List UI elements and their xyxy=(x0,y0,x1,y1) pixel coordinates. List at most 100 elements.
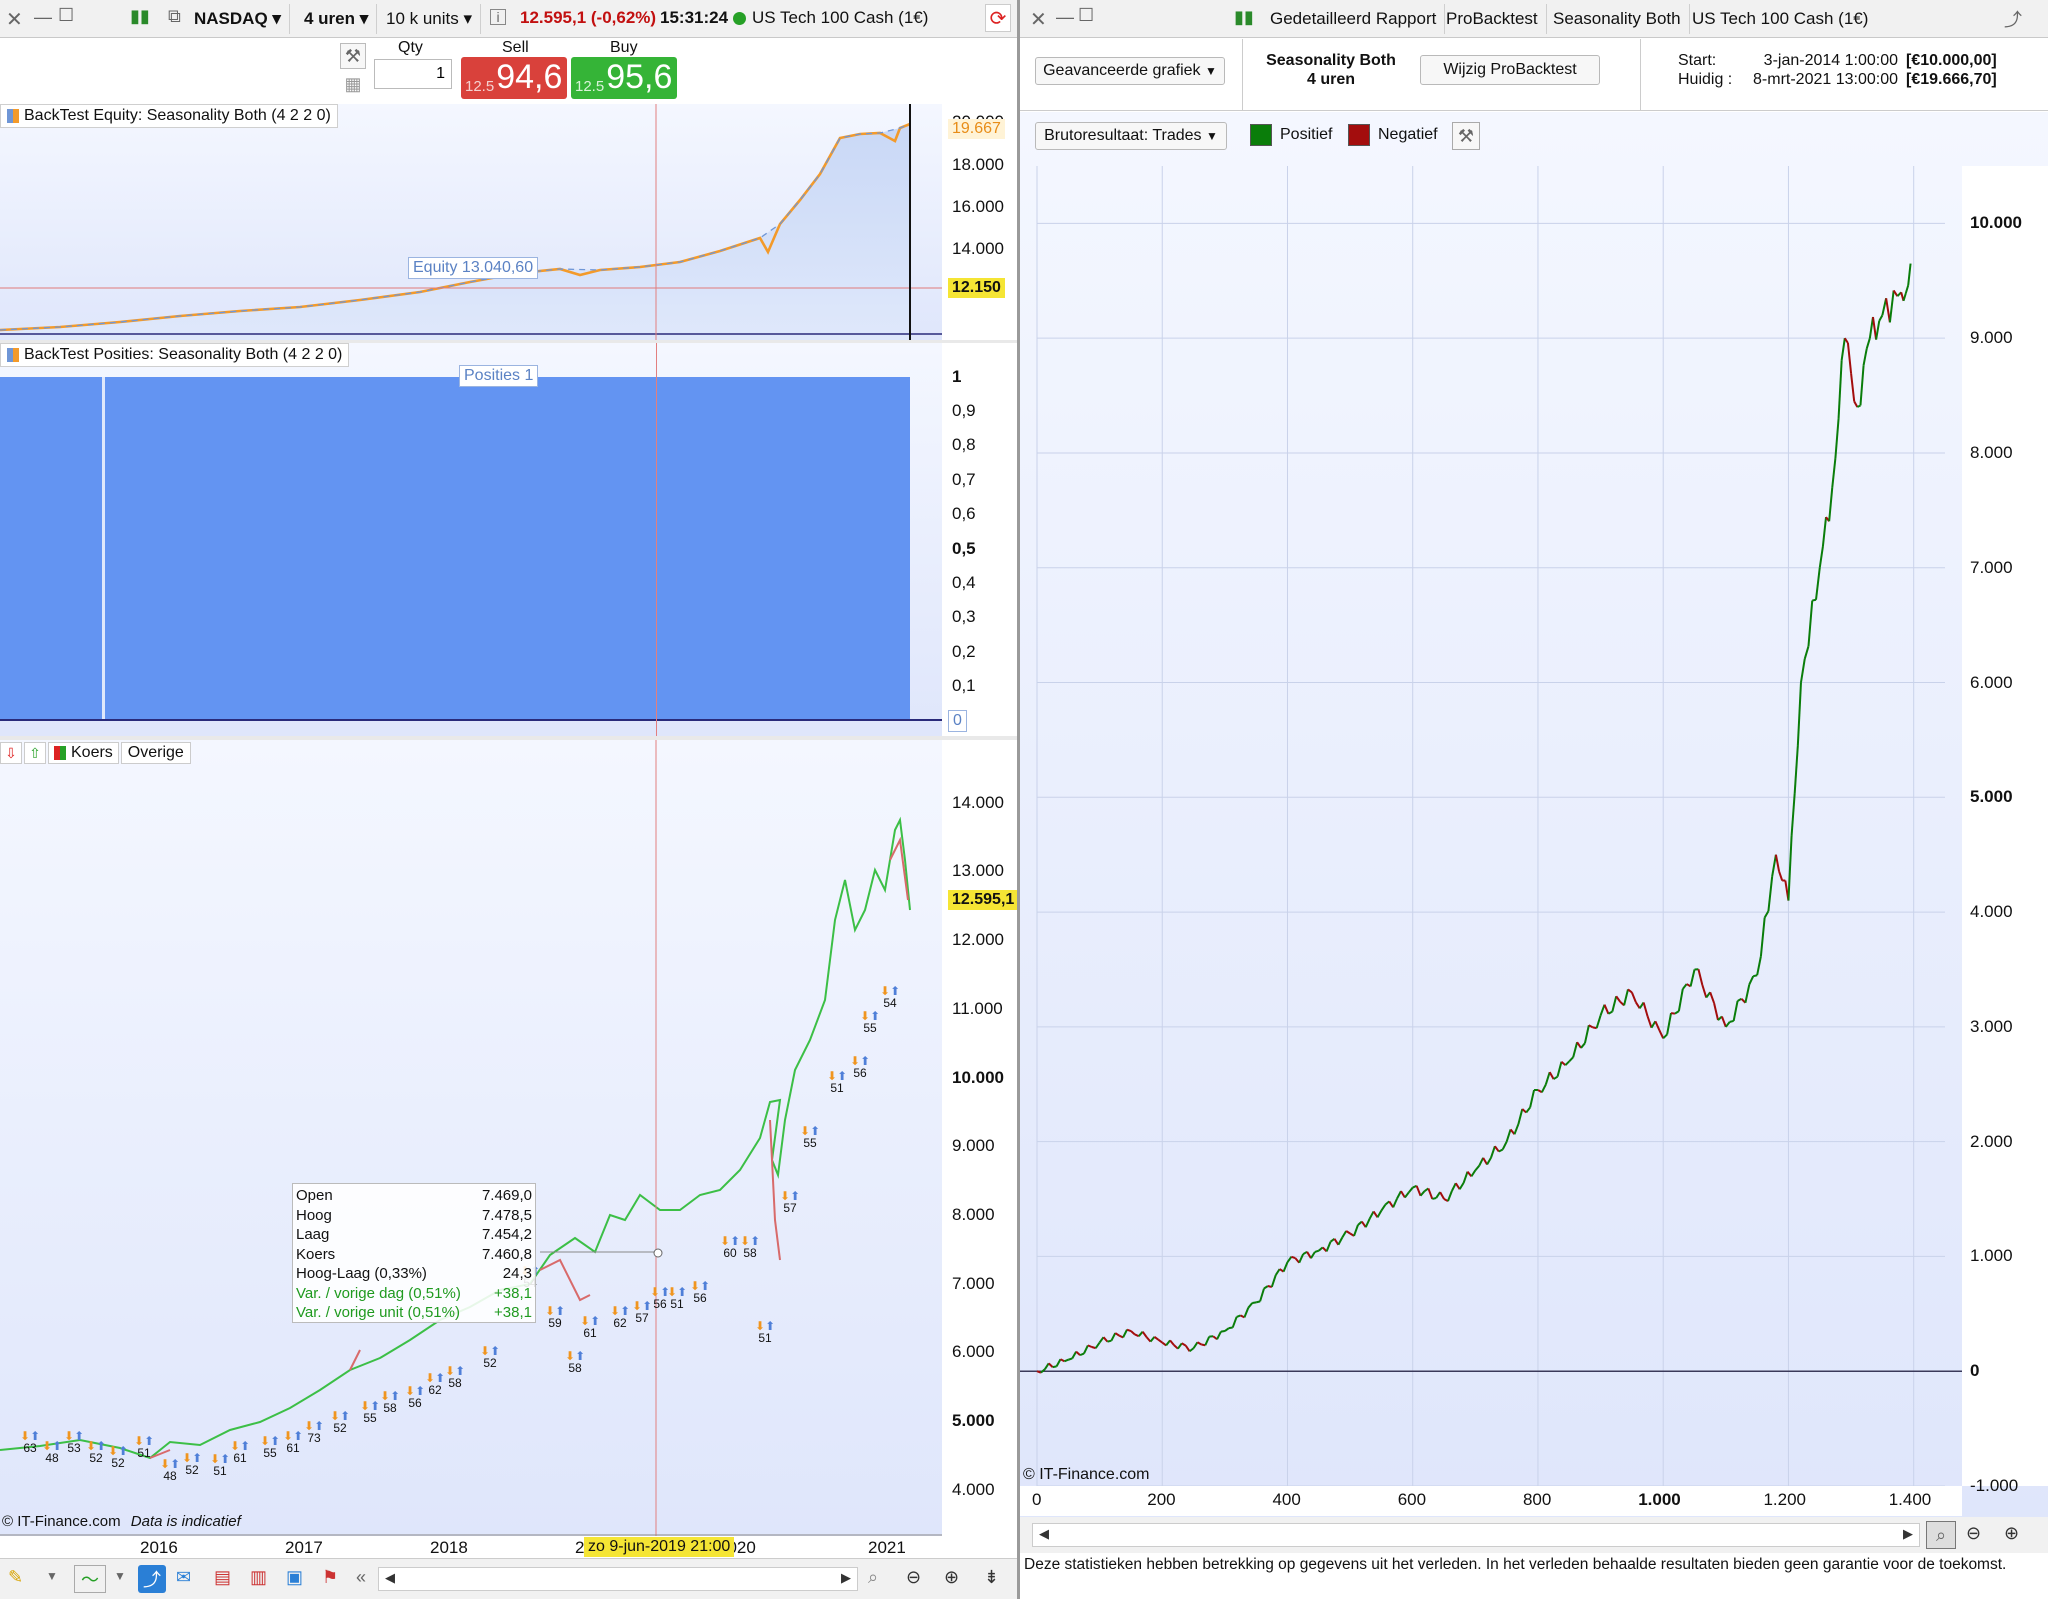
pos-y-label: 0,5 xyxy=(952,539,976,558)
maximize-icon[interactable]: ☐ xyxy=(58,5,75,25)
report-x-label: 1.200 xyxy=(1763,1490,1806,1509)
buy-button[interactable]: 12.5 95,6 xyxy=(571,57,677,99)
positions-panel-title[interactable]: BackTest Posities: Seasonality Both (4 2… xyxy=(0,343,350,367)
tab-detailed-report[interactable]: Gedetailleerd Rapport xyxy=(1262,4,1446,34)
report-y-label: 7.000 xyxy=(1970,557,2013,577)
report-scrollbar[interactable]: ◀ ▶ xyxy=(1032,1523,1920,1547)
series-segment xyxy=(1737,997,1742,1002)
trade-arrows-icon: ⬇⬆ xyxy=(860,1009,881,1023)
result-select[interactable]: Brutoresultaat: Trades ▼ xyxy=(1035,122,1227,150)
link-icon[interactable]: ⧉ xyxy=(168,6,181,26)
tab-probacktest[interactable]: ProBacktest xyxy=(1438,4,1547,34)
zoom-out-icon[interactable]: ⊖ xyxy=(906,1567,922,1587)
trade-label: 73 xyxy=(307,1431,321,1445)
screener-icon[interactable]: ▥ xyxy=(250,1567,268,1587)
series-segment xyxy=(1220,1330,1226,1333)
pos-y-label: 0,1 xyxy=(952,676,976,695)
equity-tag: Equity 13.040,60 xyxy=(408,257,539,279)
minimize-icon[interactable]: — xyxy=(1056,7,1074,27)
series-segment xyxy=(1603,1004,1610,1015)
zoom-reset-icon[interactable]: ⌕ xyxy=(1926,1521,1956,1549)
wrench-icon[interactable]: ⚒ xyxy=(340,43,366,69)
tab-seasonality[interactable]: Seasonality Both xyxy=(1545,4,1690,34)
trade-label: 60 xyxy=(723,1246,737,1260)
scroll-right-arrow-icon[interactable]: ▶ xyxy=(1903,1526,1913,1541)
comment-icon[interactable]: ✉ xyxy=(176,1567,192,1587)
maximize-icon[interactable]: ☐ xyxy=(1078,5,1095,25)
series-segment xyxy=(1274,1268,1281,1276)
time-axis: 2016 2017 2018 2019 2020 2021 zo 9-jun-2… xyxy=(0,1536,1017,1558)
tab-instrument[interactable]: US Tech 100 Cash (1€) xyxy=(1692,9,1869,28)
series-segment xyxy=(1126,1328,1132,1332)
trade-arrows-icon: ⬇⬆ xyxy=(304,1419,325,1433)
series-segment xyxy=(1815,567,1821,600)
series-segment xyxy=(1107,1339,1112,1343)
scroll-right-arrow-icon[interactable]: ▶ xyxy=(841,1570,851,1585)
right-toolbar: ✕ — ☐ ▮▮ Gedetailleerd Rapport ProBackte… xyxy=(1020,0,2048,38)
trade-label: 51 xyxy=(670,1297,684,1311)
chart-type-icon[interactable]: 〜 xyxy=(74,1565,106,1593)
arrow-up-icon[interactable]: ⇧ xyxy=(24,742,46,764)
series-segment xyxy=(1270,1274,1277,1288)
scroll-left-arrow-icon[interactable]: ◀ xyxy=(1039,1526,1049,1541)
zoom-out-icon[interactable]: ⊖ xyxy=(1966,1523,1982,1543)
candles-icon[interactable]: ▮▮ xyxy=(130,6,150,26)
zoom-in-icon[interactable]: ⊕ xyxy=(2004,1523,2020,1543)
trade-arrows-icon: ⬇⬆ xyxy=(632,1299,653,1313)
legend-positive[interactable]: Positief xyxy=(1250,124,1332,146)
trading-icon[interactable]: ⚑ xyxy=(322,1567,339,1587)
equity-panel-title[interactable]: BackTest Equity: Seasonality Both (4 2 2… xyxy=(0,104,338,128)
share-icon[interactable]: ⤴ xyxy=(138,1565,166,1593)
left-scrollbar[interactable]: ◀ ▶ xyxy=(378,1567,858,1591)
pencil-icon[interactable]: ✎ xyxy=(8,1567,24,1587)
info-icon[interactable]: i xyxy=(490,9,506,25)
tab-overige[interactable]: Overige xyxy=(120,742,191,764)
series-segment xyxy=(1793,745,1799,794)
arrow-down-icon[interactable]: ⇩ xyxy=(0,742,22,764)
timeframe-select[interactable]: 4 uren ▾ xyxy=(296,4,378,34)
scroll-left-icon[interactable]: « xyxy=(356,1567,367,1587)
sync-icon[interactable]: ⟳ xyxy=(985,4,1011,32)
qty-input[interactable] xyxy=(374,59,452,89)
minimize-icon[interactable]: — xyxy=(34,7,52,27)
series-segment xyxy=(1165,1339,1171,1347)
backtest-icon[interactable]: ▣ xyxy=(286,1567,304,1587)
timeframe-label: 4 uren xyxy=(304,9,356,28)
keypad-icon[interactable]: ▦ xyxy=(344,73,362,94)
trade-arrows-icon: ⬇⬆ xyxy=(64,1429,85,1443)
trade-label: 52 xyxy=(333,1421,347,1435)
instrument-select[interactable]: NASDAQ ▾ xyxy=(186,4,290,34)
trade-arrows-icon: ⬇⬆ xyxy=(780,1189,801,1203)
legend-negative[interactable]: Negatief xyxy=(1348,124,1438,146)
series-segment xyxy=(1083,1344,1089,1354)
close-icon[interactable]: ✕ xyxy=(1030,9,1047,31)
trade-label: 56 xyxy=(693,1291,707,1305)
zoom-in-icon[interactable]: ⊕ xyxy=(944,1567,960,1587)
share-icon[interactable]: ⤴ xyxy=(2004,10,2022,30)
sell-button[interactable]: 12.5 94,6 xyxy=(461,57,567,99)
zoom-reset-icon[interactable]: ⌕ xyxy=(868,1567,879,1587)
positive-swatch xyxy=(1250,124,1272,146)
chevron-down-icon[interactable]: ▼ xyxy=(114,1569,126,1583)
chevron-down-icon[interactable]: ▼ xyxy=(46,1569,58,1583)
trade-arrows-icon: ⬇⬆ xyxy=(425,1371,446,1385)
chart-type-select[interactable]: Geavanceerde grafiek ▼ xyxy=(1035,57,1225,85)
units-select[interactable]: 10 k units ▾ xyxy=(378,4,482,34)
pos-y-label: 0,9 xyxy=(952,401,976,420)
tab-koers[interactable]: Koers xyxy=(48,742,119,764)
wrench-icon[interactable]: ⚒ xyxy=(1452,122,1480,150)
price-panel-tabs: ⇩ ⇧ Koers Overige xyxy=(0,742,191,766)
series-segment xyxy=(1658,1029,1665,1039)
report-x-axis: 0 200 400 600 800 1.000 1.200 1.400 xyxy=(1020,1486,1962,1516)
series-segment xyxy=(1572,1041,1579,1058)
indicators-icon[interactable]: ▤ xyxy=(214,1567,232,1587)
series-segment xyxy=(1055,1358,1062,1367)
fit-icon[interactable]: ⇟ xyxy=(984,1567,1000,1587)
trade-marker: ⬇⬆ 59 xyxy=(545,1305,565,1329)
report-copyright: © IT-Finance.com xyxy=(1023,1466,1150,1483)
trade-label: 55 xyxy=(803,1136,817,1150)
close-icon[interactable]: ✕ xyxy=(6,9,23,31)
scroll-left-arrow-icon[interactable]: ◀ xyxy=(385,1570,395,1585)
modify-backtest-button[interactable]: Wijzig ProBacktest xyxy=(1420,55,1600,85)
report-y-label: 8.000 xyxy=(1970,442,2013,462)
